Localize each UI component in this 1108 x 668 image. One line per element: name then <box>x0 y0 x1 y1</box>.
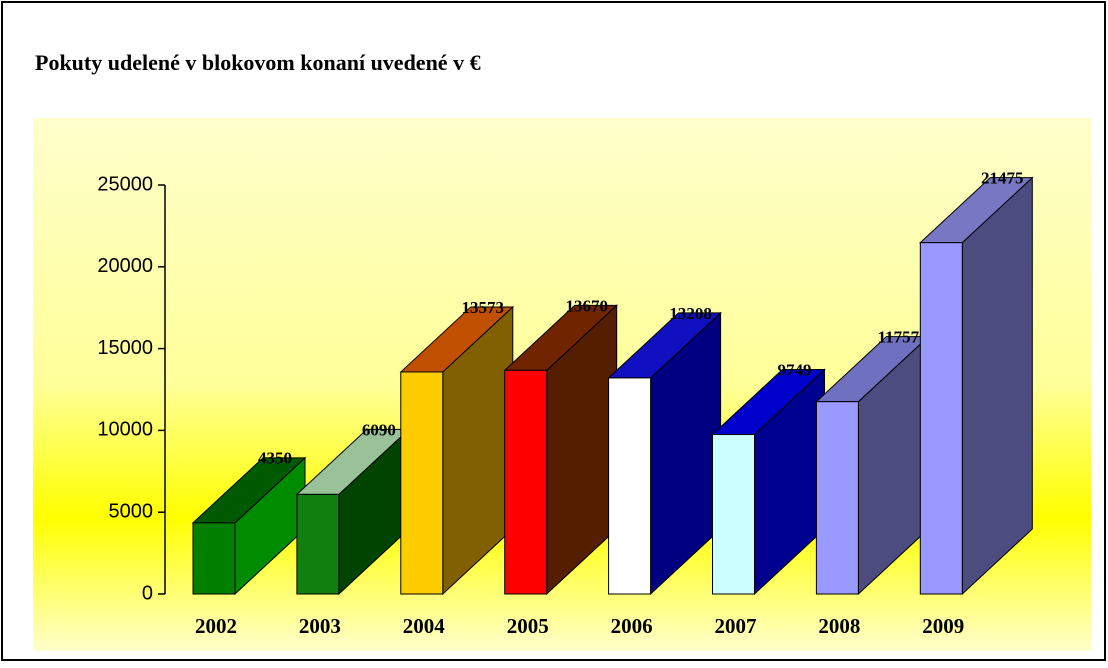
bar-side <box>961 176 1033 596</box>
x-tick-label: 2006 <box>611 614 653 638</box>
y-tick-label: 5000 <box>109 500 154 522</box>
x-tick-label: 2009 <box>922 614 964 638</box>
data-label: 21475 <box>981 169 1024 188</box>
data-label: 6090 <box>362 420 396 439</box>
data-label: 13670 <box>565 296 608 315</box>
y-tick-label: 20000 <box>97 255 153 277</box>
bar <box>192 522 236 595</box>
y-tick-label: 0 <box>142 582 153 604</box>
bar <box>608 377 652 595</box>
bar <box>712 434 755 595</box>
data-label: 13208 <box>669 304 712 323</box>
bar <box>504 369 548 595</box>
x-tick-label: 2004 <box>403 614 446 638</box>
x-tick-label: 2005 <box>507 614 549 638</box>
x-tick-label: 2002 <box>195 614 237 638</box>
bar <box>296 493 340 595</box>
x-tick-label: 2003 <box>299 614 341 638</box>
y-tick-label: 25000 <box>97 173 153 195</box>
data-label: 11757 <box>878 328 920 347</box>
bar <box>919 242 963 595</box>
data-label: 13573 <box>462 298 505 317</box>
data-label: 4350 <box>258 449 292 468</box>
chart-title: Pokuty udelené v blokovom konaní uvedené… <box>35 50 481 75</box>
y-tick-label: 15000 <box>97 337 153 359</box>
bar <box>815 401 859 595</box>
bar <box>400 371 444 595</box>
x-tick-label: 2007 <box>715 614 757 638</box>
x-tick-label: 2008 <box>818 614 860 638</box>
data-label: 9749 <box>778 360 812 379</box>
y-tick-label: 10000 <box>97 419 153 441</box>
